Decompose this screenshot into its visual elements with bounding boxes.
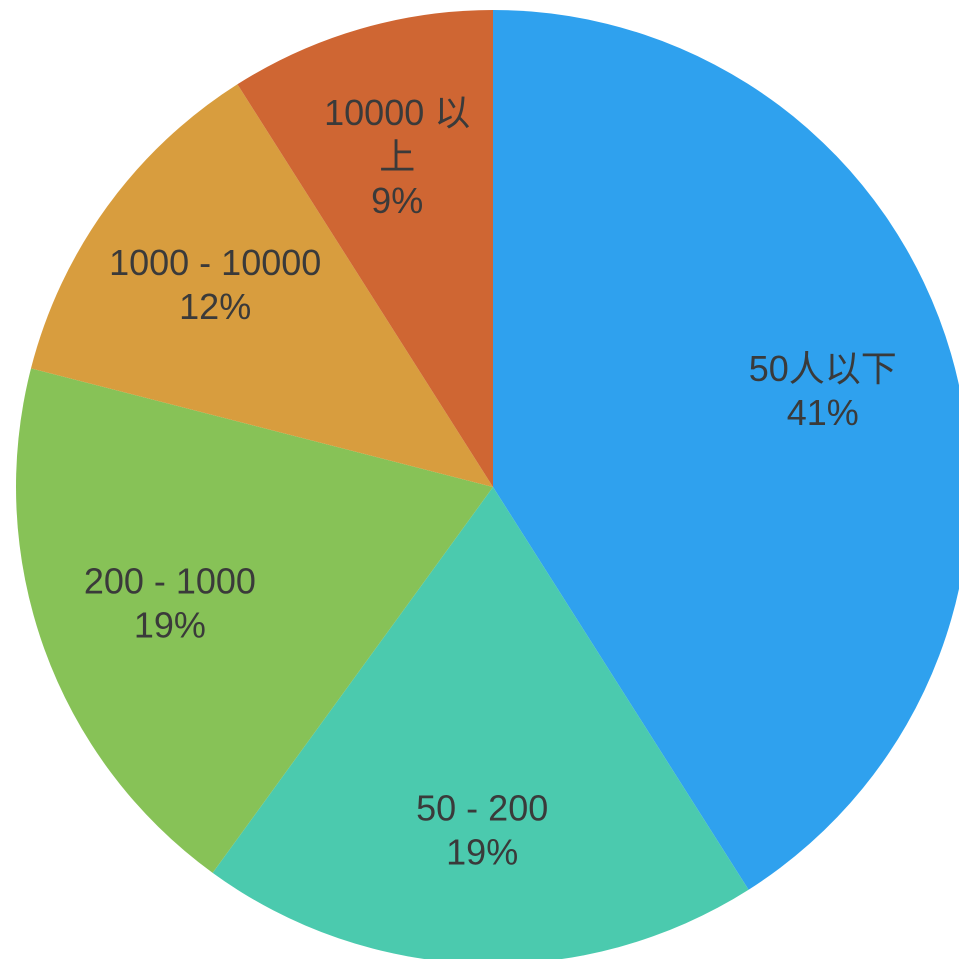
pie-slice-1	[212, 487, 749, 959]
slice-label-2: 200 - 1000 19%	[84, 560, 256, 645]
pie-slice-2	[16, 368, 493, 873]
slice-percent-0: 41%	[787, 392, 859, 433]
labels-layer: 50人以下 41%50 - 200 19%200 - 1000 19%1000 - 1…	[84, 92, 897, 872]
pie-slice-3	[30, 84, 494, 487]
slice-name-0-line-0: 50人以下	[749, 348, 897, 389]
slice-label-4: 10000 以上 9%	[324, 92, 470, 221]
slice-percent-2: 19%	[134, 604, 206, 645]
slice-percent-3: 12%	[179, 286, 251, 327]
slices-layer	[16, 10, 959, 959]
slice-label-0: 50人以下 41%	[749, 348, 897, 433]
pie-slice-0	[493, 10, 959, 890]
slice-label-3: 1000 - 10000 12%	[109, 242, 321, 327]
slice-name-4-line-0: 10000 以	[324, 92, 470, 133]
slice-percent-1: 19%	[446, 831, 518, 872]
slice-name-2-line-0: 200 - 1000	[84, 560, 256, 601]
pie-slice-4	[237, 10, 493, 487]
slice-name-3-line-0: 1000 - 10000	[109, 242, 321, 283]
slice-name-1-line-0: 50 - 200	[416, 787, 548, 828]
slice-label-1: 50 - 200 19%	[416, 787, 548, 872]
slice-name-4-line-1: 上	[379, 136, 415, 177]
slice-percent-4: 9%	[371, 180, 423, 221]
